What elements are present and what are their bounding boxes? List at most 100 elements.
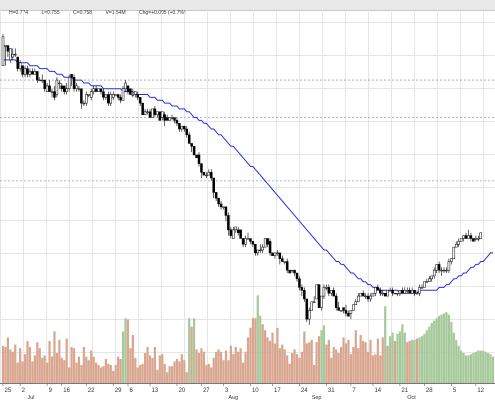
candle-body	[442, 269, 446, 272]
candle-body	[479, 232, 482, 239]
volume-bar	[462, 353, 465, 383]
candle-body	[432, 269, 436, 277]
x-tick-label: 27	[203, 388, 210, 394]
volume-bar	[153, 347, 156, 383]
volume-bar	[26, 341, 29, 383]
candle-body	[11, 53, 15, 58]
volume-bar	[295, 354, 299, 383]
candle-body	[359, 292, 362, 297]
volume-bar	[249, 327, 252, 383]
volume-bar	[158, 355, 161, 383]
candle-body	[9, 48, 12, 61]
candle-body	[65, 88, 68, 92]
candle-body	[308, 310, 311, 320]
volume-bar	[347, 339, 350, 383]
candle-body	[40, 79, 44, 82]
volume-bar	[469, 354, 473, 383]
candle-body	[180, 125, 184, 130]
volume-bar	[33, 355, 36, 383]
candle-body	[217, 197, 220, 205]
volume-bar	[36, 342, 39, 383]
volume-bar	[205, 365, 208, 383]
volume-bar	[281, 344, 284, 383]
volume-bar	[229, 345, 232, 383]
candle-body	[452, 246, 456, 259]
candle-body	[464, 235, 468, 239]
x-tick-label: 25	[5, 388, 12, 394]
volume-bar	[305, 343, 308, 383]
candle-body	[305, 298, 309, 320]
candle-body	[63, 85, 66, 92]
candle-body	[45, 85, 49, 92]
volume-bar	[256, 295, 259, 383]
x-tick-label: 17	[274, 388, 281, 394]
volume-bar	[43, 355, 46, 383]
month-label: Aug	[228, 395, 238, 400]
volume-bar	[401, 324, 404, 383]
volume-bar	[268, 341, 272, 383]
candle-body	[153, 108, 157, 115]
candle-body	[163, 114, 166, 121]
volume-bar	[482, 350, 485, 383]
candle-body	[75, 85, 78, 89]
volume-bar	[447, 314, 450, 383]
candle-body	[18, 62, 22, 69]
candle-body	[67, 76, 71, 89]
volume-bar	[381, 337, 384, 383]
volume-bar	[195, 349, 198, 383]
candle-body	[462, 235, 465, 239]
volume-bar	[467, 355, 470, 383]
candle-body	[391, 290, 394, 294]
x-tick-label: 9	[49, 388, 53, 394]
volume-bar	[364, 342, 367, 383]
candle-body	[16, 56, 19, 69]
volume-bar	[232, 354, 235, 383]
candle-body	[4, 45, 7, 47]
volume-bar	[121, 331, 125, 383]
candle-body	[14, 53, 17, 56]
candle-body	[435, 264, 438, 271]
candle-body	[428, 278, 431, 282]
volume-bar	[259, 315, 262, 383]
candle-body	[236, 229, 240, 233]
volume-bar	[246, 337, 250, 383]
candle-body	[339, 310, 343, 312]
volume-bar	[337, 353, 340, 383]
volume-bar	[156, 369, 159, 383]
volume-bar	[58, 339, 61, 383]
volume-bar	[273, 343, 277, 383]
volume-bar	[55, 353, 58, 383]
candle-body	[77, 88, 81, 90]
volume-bar	[317, 336, 321, 383]
volume-bar	[430, 323, 433, 383]
candle-body	[43, 79, 46, 89]
volume-bar	[87, 360, 90, 383]
volume-bar	[197, 353, 201, 383]
volume-bar	[31, 361, 34, 383]
candle-body	[175, 120, 179, 124]
candle-body	[104, 94, 108, 98]
volume-bar	[293, 349, 296, 383]
candle-body	[298, 278, 301, 288]
candle-body	[70, 74, 73, 78]
volume-bar	[144, 353, 147, 383]
volume-bar	[484, 351, 487, 383]
candle-body	[241, 238, 245, 245]
x-tick-label: 7	[352, 388, 356, 394]
volume-bar	[237, 351, 240, 383]
candle-body	[116, 94, 120, 98]
volume-bar	[308, 342, 311, 383]
volume-bar	[161, 354, 164, 383]
volume-bar	[210, 367, 213, 383]
month-label: Jul	[28, 395, 35, 400]
volume-bar	[276, 327, 279, 383]
volume-bar	[344, 343, 348, 383]
candle-body	[354, 301, 358, 305]
volume-bar	[254, 318, 257, 383]
candle-body	[376, 287, 380, 291]
candle-body	[197, 154, 201, 164]
volume-bar	[413, 339, 416, 383]
volume-bar	[300, 351, 303, 383]
candle-body	[369, 295, 372, 300]
candle-body	[393, 292, 397, 295]
